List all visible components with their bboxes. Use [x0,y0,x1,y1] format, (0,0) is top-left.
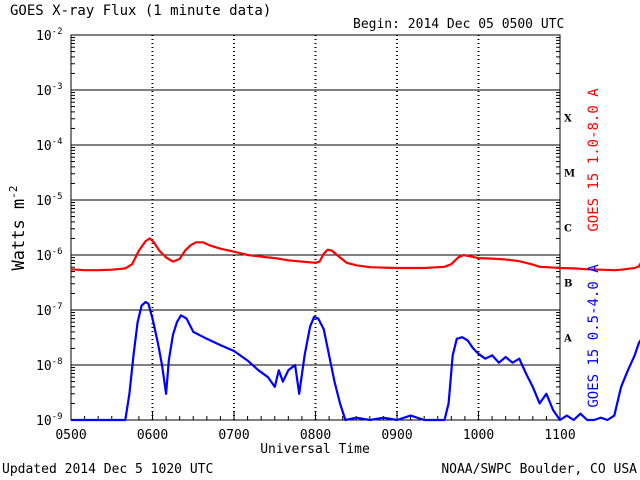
x-axis-label: Universal Time [260,442,370,457]
y-tick-exponent: -4 [52,137,63,147]
y-tick-label: 10-8 [36,357,63,374]
begin-time: Begin: 2014 Dec 05 0500 UTC [353,17,564,32]
y-tick-label: 10-2 [36,27,63,44]
y-tick-exponent: -7 [52,302,63,312]
y-tick-base: 10 [36,194,52,209]
x-tick-label: 0500 [55,428,86,443]
y-tick-label: 10-9 [36,412,63,429]
y-tick-label: 10-4 [36,137,63,154]
y-tick-exponent: -6 [52,247,63,257]
flare-class-label: M [564,169,575,180]
legend-short-channel: GOES 15 0.5-4.0 A [586,264,602,408]
flare-class-label: A [563,334,572,345]
flare-class-label: X [564,114,572,125]
x-tick-label: 0700 [218,428,249,443]
x-tick-label: 1000 [463,428,494,443]
y-tick-exponent: -8 [52,357,63,367]
updated-time: Updated 2014 Dec 5 1020 UTC [2,462,213,477]
y-tick-base: 10 [36,304,52,319]
series-lines [70,237,640,422]
y-tick-label: 10-6 [36,247,63,264]
y-tick-base: 10 [36,84,52,99]
y-tick-base: 10 [36,139,52,154]
y-tick-label: 10-5 [36,192,63,209]
y-tick-exponent: -2 [52,27,63,37]
y-tick-base: 10 [36,29,52,44]
y-tick-exponent: -5 [52,192,63,202]
y-tick-base: 10 [36,249,52,264]
plot-grid [71,35,560,420]
y-axis-label: Watts m-2 [7,186,29,271]
series-line-short [71,300,640,422]
y-tick-base: 10 [36,359,52,374]
x-tick-label: 0800 [300,428,331,443]
flare-class-labels: X M C B A [563,114,575,345]
y-tick-base: 10 [36,414,52,429]
series-line-long [70,237,640,272]
y-tick-label: 10-7 [36,302,63,319]
x-axis-ticks: 0500 0600 0700 0800 0900 1000 1100 [55,412,576,443]
flare-class-label: B [564,279,572,290]
y-tick-label: 10-3 [36,82,63,99]
chart-title: GOES X-ray Flux (1 minute data) [10,3,271,19]
y-tick-exponent: -3 [52,82,63,92]
y-axis-ticks: 10-210-310-410-510-610-710-810-9 [36,27,560,429]
x-tick-label: 1100 [544,428,575,443]
y-axis-label-text: Watts m [9,199,29,271]
flare-class-label: C [564,224,572,235]
legend-long-channel: GOES 15 1.0-8.0 A [586,88,602,232]
x-tick-label: 0600 [137,428,168,443]
source-credit: NOAA/SWPC Boulder, CO USA [441,462,637,477]
y-axis-label-sup: -2 [7,186,20,199]
x-tick-label: 0900 [381,428,412,443]
y-tick-exponent: -9 [52,412,63,422]
